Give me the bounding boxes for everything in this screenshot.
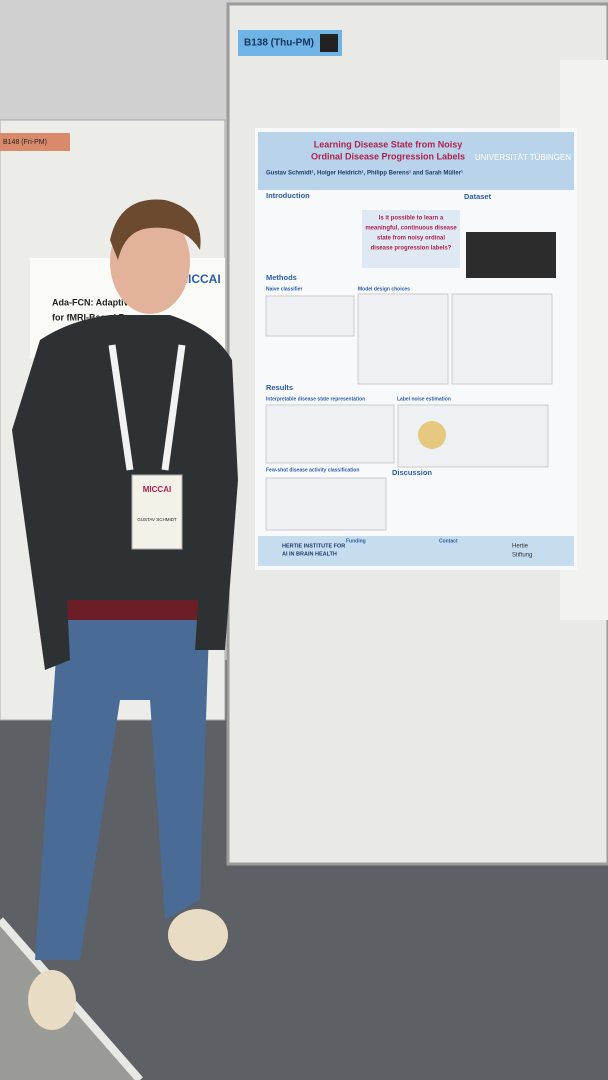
diagram bbox=[451, 293, 553, 385]
figure bbox=[265, 404, 395, 464]
question: Is it possible to learn a bbox=[379, 216, 444, 222]
subsection-heading: Model design choices bbox=[358, 286, 410, 292]
oct-images bbox=[466, 232, 556, 278]
neighbor-title: Ada-FCN: Adaptive bbox=[52, 297, 134, 307]
neighbor-title: for fMRI-Based B bbox=[52, 312, 126, 322]
foundation: Hertie bbox=[512, 544, 529, 550]
subsection-heading: Few-shot disease activity classification bbox=[266, 467, 359, 473]
poster-authors: Gustav Schmidt¹, Holger Heidrich¹, Phili… bbox=[266, 170, 463, 177]
university: UNIVERSITÄT TÜBINGEN bbox=[475, 153, 571, 162]
lanyard bbox=[108, 344, 186, 471]
neighbor-tag bbox=[0, 133, 70, 151]
institute: HERTIE INSTITUTE FOR bbox=[282, 543, 345, 549]
poster-title: Learning Disease State from Noisy bbox=[314, 139, 463, 149]
badge-name: GUSTAV SCHMIDT bbox=[137, 517, 177, 522]
figure bbox=[265, 477, 387, 531]
poster-header bbox=[258, 132, 574, 190]
subsection-heading: Naive classifier bbox=[266, 286, 302, 292]
badge bbox=[131, 474, 183, 550]
question: meaningful, continuous disease bbox=[365, 226, 457, 232]
poster-title: Ordinal Disease Progression Labels bbox=[311, 151, 465, 161]
neighbor-conference: MICCAI bbox=[178, 272, 221, 286]
shoe bbox=[28, 970, 76, 1030]
jeans bbox=[35, 600, 210, 960]
section-heading: Methods bbox=[266, 273, 297, 282]
section-heading: Introduction bbox=[266, 191, 310, 200]
section-heading: Dataset bbox=[464, 192, 492, 201]
section-heading: Results bbox=[266, 383, 293, 392]
diagram bbox=[357, 293, 449, 385]
neighbor-label: B148 (Fri-PM) bbox=[3, 139, 47, 146]
subsection-heading: Label noise estimation bbox=[397, 396, 451, 402]
question: state from noisy ordinal bbox=[377, 236, 445, 242]
question: disease progression labels? bbox=[371, 246, 452, 252]
booth-label: B138 (Thu-PM) bbox=[244, 38, 314, 49]
section-heading: Discussion bbox=[392, 468, 432, 477]
question-box bbox=[362, 210, 460, 268]
poster-footer bbox=[258, 536, 574, 566]
institute: AI IN BRAIN HEALTH bbox=[282, 551, 337, 557]
scatter-figure bbox=[418, 421, 446, 449]
shoe bbox=[168, 909, 228, 961]
hair bbox=[110, 199, 201, 260]
sweater bbox=[12, 315, 238, 670]
foundation: Stiftung bbox=[512, 553, 532, 559]
footer-heading: Contact bbox=[439, 538, 458, 544]
subsection-heading: Interpretable disease state representati… bbox=[266, 396, 365, 402]
qr-code bbox=[320, 34, 338, 52]
footer-heading: Funding bbox=[346, 538, 366, 544]
badge-event: MICCAI bbox=[143, 485, 171, 494]
diagram bbox=[265, 295, 355, 337]
